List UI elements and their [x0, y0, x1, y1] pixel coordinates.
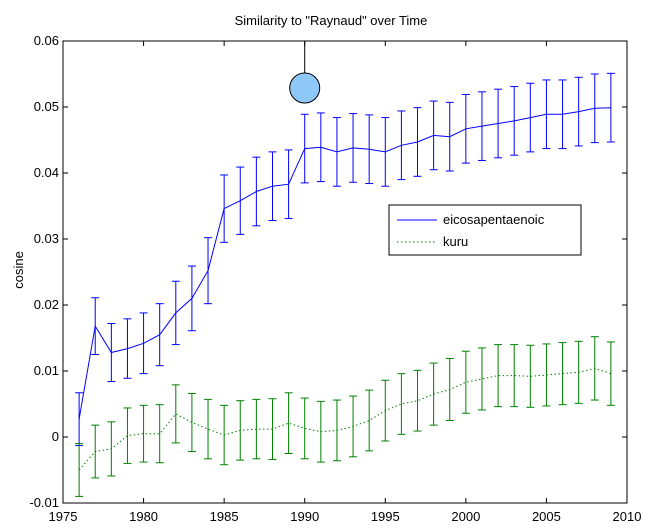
plot-area — [75, 41, 615, 497]
y-tick-label: 0 — [52, 429, 59, 444]
error-bar-kuru — [510, 344, 519, 408]
y-tick-label: 0.03 — [34, 231, 59, 246]
x-tick-label: 1990 — [290, 509, 319, 524]
event-marker — [289, 41, 321, 104]
series-eicosapentaenoic — [75, 72, 615, 447]
x-tick-label: 2010 — [613, 509, 642, 524]
x-tick-label: 1995 — [371, 509, 400, 524]
x-tick-label: 1985 — [210, 509, 239, 524]
error-bar-kuru — [494, 344, 503, 408]
error-bar-kuru — [284, 392, 293, 454]
error-bar-kuru — [542, 343, 551, 407]
error-bar-kuru — [171, 384, 180, 444]
y-tick-label: 0.06 — [34, 33, 59, 48]
y-tick-label: 0.05 — [34, 99, 59, 114]
error-bar-kuru — [155, 404, 164, 464]
y-tick-label: -0.01 — [29, 495, 59, 510]
axis-ticks: 1975 1980 1985 1990 1995 2000 2005 2010 -0.01 0 0.… — [29, 33, 641, 524]
event-marker-circle — [289, 72, 321, 104]
x-tick-label: 2005 — [532, 509, 561, 524]
series-kuru — [75, 336, 615, 497]
error-bar-kuru — [413, 369, 422, 432]
x-tick-label: 1975 — [49, 509, 78, 524]
error-bar-kuru — [477, 347, 486, 411]
x-tick-label: 2000 — [451, 509, 480, 524]
legend: eicosapentaenoic kuru — [388, 204, 582, 256]
y-axis-label: cosine — [11, 251, 26, 289]
series-line-eicosapentaenoic — [78, 107, 611, 420]
y-tick-label: 0.04 — [34, 165, 59, 180]
error-bar-kuru — [204, 398, 213, 460]
error-bar-kuru — [139, 404, 148, 463]
error-bar-kuru — [187, 392, 196, 453]
error-bar-kuru — [606, 341, 615, 406]
legend-label-kuru: kuru — [443, 234, 468, 249]
chart-title: Similarity to "Raynaud" over Time — [235, 13, 428, 28]
error-bar-kuru — [461, 350, 470, 414]
error-bar-kuru — [526, 344, 535, 408]
error-bar-kuru — [365, 389, 374, 452]
legend-label-eicosapentaenoic: eicosapentaenoic — [443, 212, 545, 227]
y-tick-label: 0.01 — [34, 363, 59, 378]
error-bar-kuru — [397, 373, 406, 435]
x-tick-label: 1980 — [129, 509, 158, 524]
error-bar-kuru — [123, 407, 132, 464]
series-line-kuru — [78, 367, 612, 471]
legend-box — [388, 204, 582, 256]
y-tick-label: 0.02 — [34, 297, 59, 312]
error-bar-kuru — [300, 397, 309, 460]
plot-frame — [62, 40, 628, 504]
